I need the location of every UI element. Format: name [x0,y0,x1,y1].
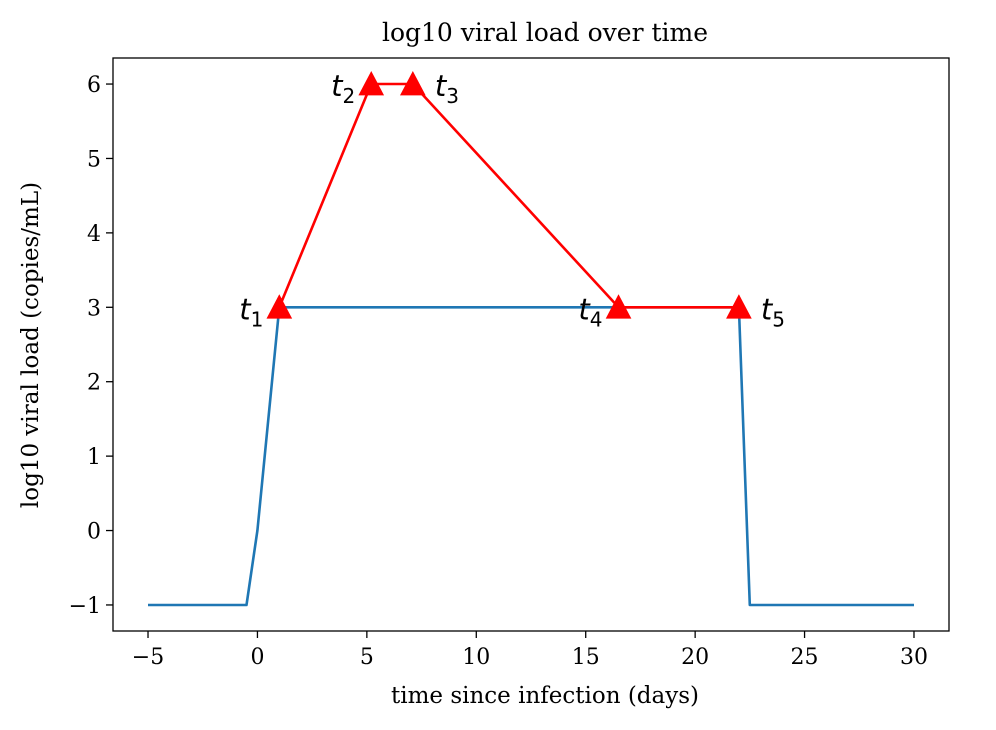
x-tick-label: 10 [462,645,490,670]
marker-layer: t1 t2 t3 t4 t5 [239,69,785,331]
timepoint-label: t2 [331,69,355,108]
timepoint-marker [358,70,385,96]
y-axis-label: log10 viral load (copies/mL) [18,182,44,508]
timepoint-label: t4 [578,292,602,331]
x-axis-label: time since infection (days) [391,683,699,709]
y-tick-label: 5 [87,147,101,172]
timepoint-marker [726,294,752,319]
x-tick-label: 15 [572,645,600,670]
timepoint-label: t5 [761,292,785,331]
y-tick-label: 2 [87,371,101,396]
chart-title: log10 viral load over time [382,18,708,47]
x-tick-label: 5 [360,645,374,670]
timepoint-marker [266,294,293,319]
timepoint-label: t3 [435,69,459,108]
x-tick-label: 30 [900,645,928,670]
x-tick-label: 20 [681,645,709,670]
y-tick-label: −1 [69,594,101,619]
x-tick-label: 0 [250,645,264,670]
y-tick-label: 3 [87,296,101,321]
x-tick-label: −5 [132,645,164,670]
y-tick-label: 6 [87,73,101,98]
plot-frame [112,57,950,632]
y-tick-label: 0 [87,520,101,545]
timepoint-marker [399,70,426,96]
axis-layer: −5 0 5 10 15 20 25 30 −1 0 1 2 3 4 5 6 [69,73,928,670]
y-tick-label: 4 [87,222,101,247]
timepoint-label: t1 [239,292,263,331]
timepoint-marker [605,294,632,319]
y-tick-label: 1 [87,445,101,470]
x-tick-label: 25 [791,645,819,670]
